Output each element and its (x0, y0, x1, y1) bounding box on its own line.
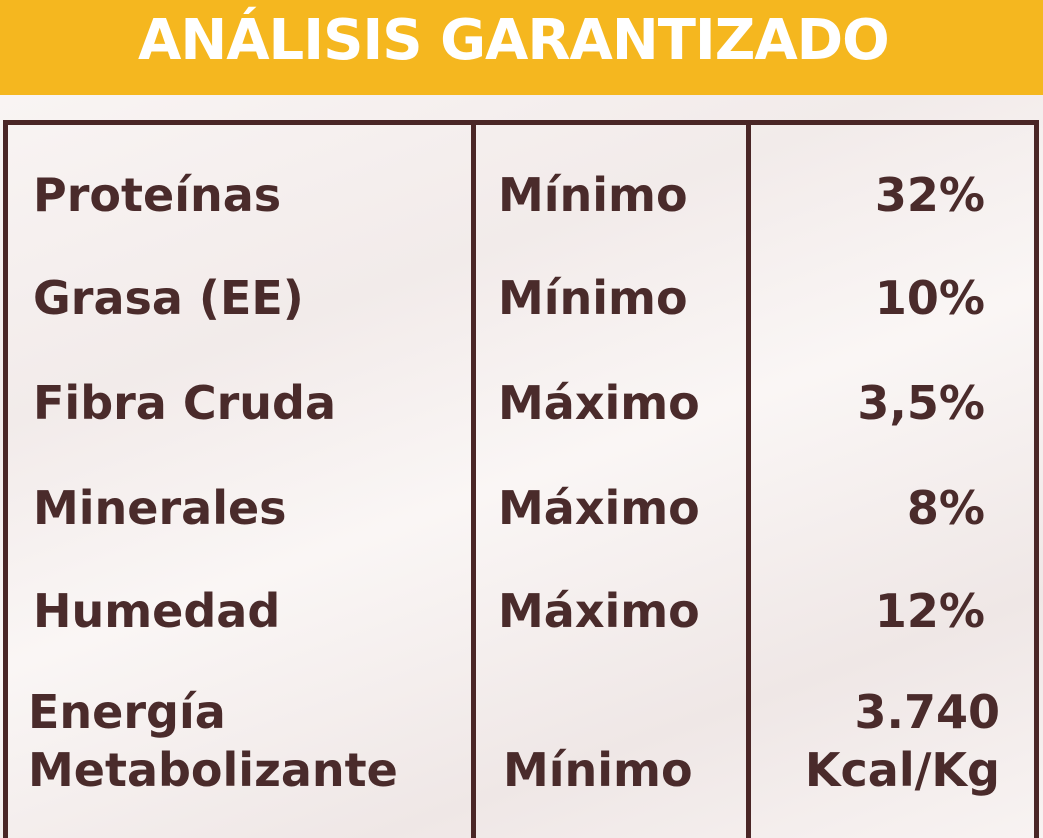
value: 12% (874, 584, 985, 638)
value: Kcal/Kg (804, 743, 1000, 797)
limit: Máximo (498, 376, 700, 430)
limit: Máximo (498, 584, 700, 638)
value: 32% (874, 168, 985, 222)
limit: Máximo (498, 481, 700, 535)
table-frame (3, 120, 1039, 838)
title: ANÁLISIS GARANTIZADO (138, 8, 890, 73)
value: 3,5% (857, 376, 985, 430)
nutrient: Grasa (EE) (33, 271, 304, 325)
column-divider (471, 120, 476, 838)
nutrient: Proteínas (33, 168, 282, 222)
column-divider (746, 120, 751, 838)
nutrient: Humedad (33, 584, 281, 638)
nutrient: Energía (28, 685, 226, 739)
nutrient: Metabolizante (28, 743, 398, 797)
banner: ANÁLISIS GARANTIZADO (0, 0, 1043, 95)
limit: Mínimo (498, 168, 688, 222)
value: 3.740 (854, 685, 1000, 739)
value: 10% (874, 271, 985, 325)
nutrient: Minerales (33, 481, 287, 535)
limit: Mínimo (503, 743, 693, 797)
nutrient: Fibra Cruda (33, 376, 337, 430)
value: 8% (906, 481, 985, 535)
limit: Mínimo (498, 271, 688, 325)
